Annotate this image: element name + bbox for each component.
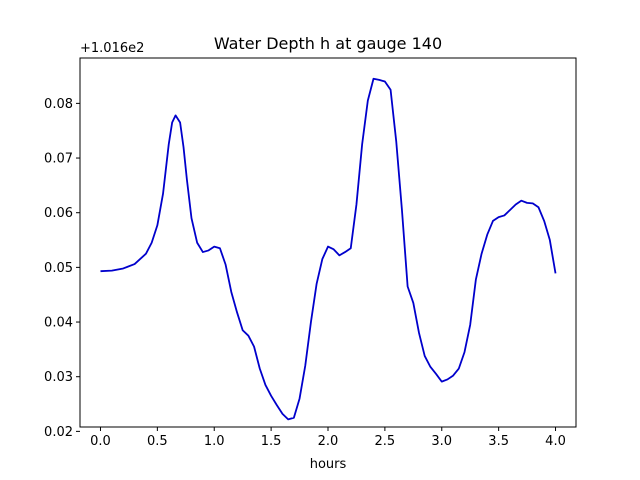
- x-tick-label: 2.5: [375, 434, 396, 449]
- y-tick-label: 0.08: [44, 97, 73, 112]
- chart-title: Water Depth h at gauge 140: [214, 34, 442, 53]
- series-line: [100, 77, 557, 421]
- plot-area: [79, 57, 577, 428]
- x-tick-label: 1.0: [204, 434, 225, 449]
- x-tick-label: 1.5: [261, 434, 282, 449]
- y-axis-ticks: 0.02 0.03 0.04 0.05 0.06 0.07 0.08: [44, 97, 80, 440]
- x-tick-label: 3.0: [431, 434, 452, 449]
- x-tick-label: 3.5: [488, 434, 509, 449]
- y-tick-label: 0.06: [44, 206, 73, 221]
- y-tick-label: 0.07: [44, 152, 73, 167]
- y-tick-label: 0.03: [44, 370, 73, 385]
- x-tick-label: 0.0: [90, 434, 111, 449]
- x-tick-label: 0.5: [147, 434, 168, 449]
- x-tick-label: 2.0: [318, 434, 339, 449]
- x-axis-ticks: 0.0 0.5 1.0 1.5 2.0 2.5 3.0 3.5 4.0: [90, 427, 566, 449]
- y-tick-label: 0.02: [44, 425, 73, 440]
- y-tick-label: 0.05: [44, 261, 73, 276]
- y-axis-offset-label: +1.016e2: [80, 41, 144, 56]
- x-axis-label: hours: [310, 457, 347, 472]
- y-tick-label: 0.04: [44, 316, 73, 331]
- x-tick-label: 4.0: [545, 434, 566, 449]
